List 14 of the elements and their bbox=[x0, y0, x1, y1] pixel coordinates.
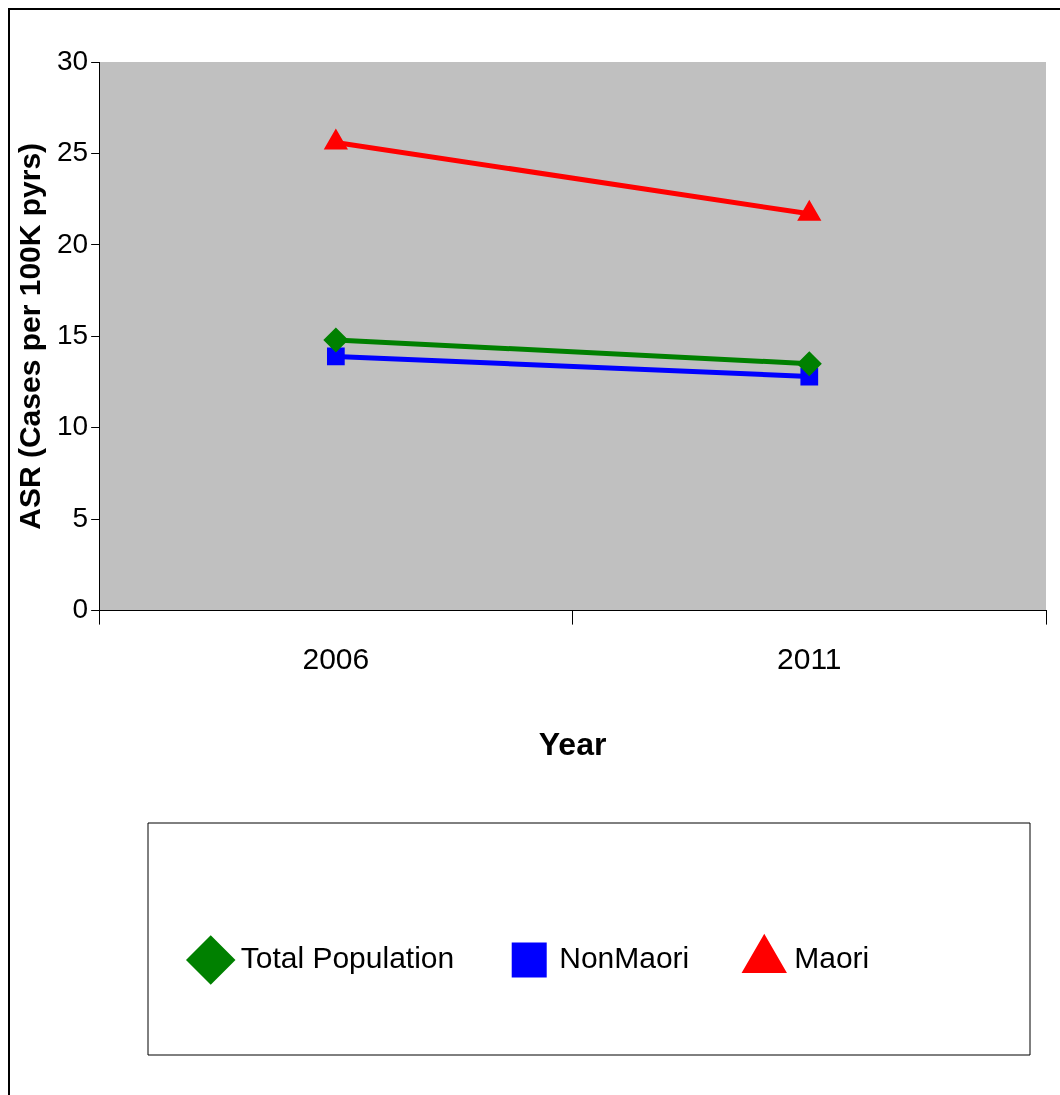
legend-label: Maori bbox=[794, 941, 870, 975]
y-tick-label: 10 bbox=[56, 410, 89, 442]
y-tick-label: 5 bbox=[72, 501, 89, 533]
legend-label: NonMaori bbox=[559, 941, 690, 975]
x-tick-label: 2006 bbox=[302, 641, 370, 675]
y-axis-title: ASR (Cases per 100K pyrs) bbox=[13, 142, 47, 530]
y-tick-label: 30 bbox=[56, 44, 89, 76]
y-tick-label: 20 bbox=[56, 227, 89, 259]
y-tick-label: 0 bbox=[72, 593, 89, 625]
y-tick-label: 25 bbox=[56, 136, 89, 168]
x-tick-label: 2011 bbox=[777, 641, 842, 675]
x-axis-title: Year bbox=[538, 725, 607, 762]
y-tick-label: 15 bbox=[56, 319, 89, 351]
legend-label: Total Population bbox=[240, 941, 455, 975]
